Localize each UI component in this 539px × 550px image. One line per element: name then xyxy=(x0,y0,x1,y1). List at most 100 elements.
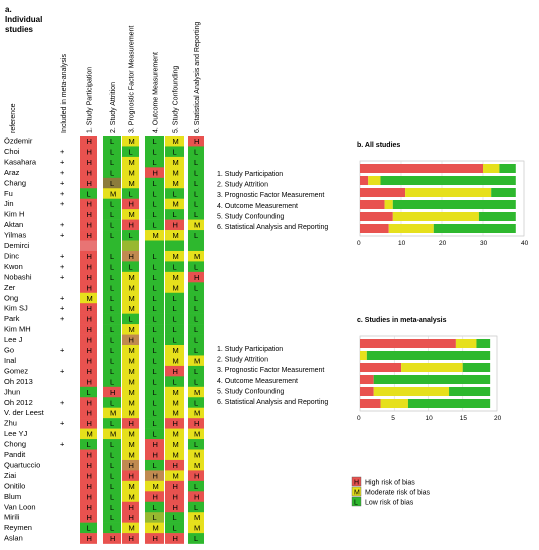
risk-letter: M xyxy=(173,430,179,439)
risk-letter: L xyxy=(194,231,198,240)
risk-cell xyxy=(188,459,204,471)
risk-letter: H xyxy=(87,513,92,522)
risk-letter: L xyxy=(129,189,133,198)
risk-letter: H xyxy=(153,451,158,460)
risk-cell xyxy=(165,334,184,346)
risk-cell xyxy=(188,355,204,367)
risk-cell xyxy=(145,376,164,388)
risk-cell xyxy=(103,146,121,158)
risk-letter: L xyxy=(173,325,177,334)
bar-segment xyxy=(483,164,500,173)
risk-letter: L xyxy=(129,315,133,324)
bar-segment xyxy=(462,363,491,372)
x-tick-label: 20 xyxy=(494,415,502,422)
risk-letter: H xyxy=(87,147,92,156)
risk-cell xyxy=(122,501,139,513)
meta-analysis-marker: + xyxy=(60,262,65,271)
risk-cell xyxy=(122,345,139,356)
risk-letter: M xyxy=(129,440,135,449)
risk-letter: L xyxy=(194,158,198,167)
risk-cell xyxy=(165,418,184,429)
bar-segment xyxy=(360,351,367,360)
risk-cell xyxy=(80,470,97,482)
risk-letter: L xyxy=(110,158,114,167)
risk-letter: H xyxy=(129,513,134,522)
risk-letter: L xyxy=(110,440,114,449)
category-label: 1. Study Participation xyxy=(217,346,283,353)
legend-code: H xyxy=(354,480,359,487)
risk-cell xyxy=(188,470,204,482)
legend: H High risk of bias M Moderate risk of bias… xyxy=(351,476,430,507)
risk-letter: H xyxy=(129,419,134,428)
x-tick-label: 15 xyxy=(460,415,468,422)
study-reference: Gomez xyxy=(4,366,28,375)
risk-cell xyxy=(122,177,139,189)
risk-cell xyxy=(122,292,139,304)
risk-letter: M xyxy=(129,273,135,282)
risk-cell xyxy=(165,303,184,314)
risk-letter: M xyxy=(194,451,200,460)
risk-letter: L xyxy=(173,377,177,386)
risk-letter: H xyxy=(87,471,92,480)
study-reference: V. der Leest xyxy=(4,408,45,417)
risk-letter: L xyxy=(110,367,114,376)
risk-cell xyxy=(80,522,97,534)
risk-letter: L xyxy=(194,283,198,292)
risk-cell xyxy=(80,512,97,523)
meta-analysis-marker: + xyxy=(60,346,65,355)
risk-cell xyxy=(188,418,204,429)
risk-cell xyxy=(122,324,139,335)
x-tick-label: 30 xyxy=(480,240,488,247)
risk-letter: H xyxy=(87,231,92,240)
risk-letter: H xyxy=(87,503,92,512)
study-reference: Nobashi xyxy=(4,272,32,281)
risk-cell xyxy=(103,376,121,388)
risk-cell xyxy=(103,230,121,241)
risk-letter: L xyxy=(153,189,157,198)
risk-letter: M xyxy=(129,356,135,365)
risk-cell xyxy=(103,219,121,231)
risk-cell xyxy=(145,428,164,440)
risk-cell xyxy=(145,491,164,503)
risk-cell xyxy=(122,250,139,262)
risk-cell xyxy=(165,313,184,325)
meta-analysis-marker: + xyxy=(60,398,65,407)
risk-letter: L xyxy=(173,513,177,522)
risk-cell xyxy=(145,209,164,220)
risk-letter: H xyxy=(110,534,115,543)
risk-letter: M xyxy=(194,430,200,439)
bar-segment xyxy=(384,200,393,209)
risk-letter: M xyxy=(173,388,179,397)
risk-cell xyxy=(165,261,184,273)
risk-letter: L xyxy=(173,336,177,345)
risk-letter: L xyxy=(153,137,157,146)
study-reference: Aktan xyxy=(4,220,23,229)
bar-segment xyxy=(433,224,516,233)
risk-cell xyxy=(165,376,184,388)
risk-cell xyxy=(145,271,164,283)
risk-cell xyxy=(165,397,184,408)
risk-letter: L xyxy=(110,482,114,491)
risk-letter: H xyxy=(87,210,92,219)
risk-letter: L xyxy=(153,388,157,397)
risk-cell xyxy=(103,533,121,544)
risk-letter: H xyxy=(87,409,92,418)
risk-letter: H xyxy=(87,137,92,146)
risk-letter: M xyxy=(129,210,135,219)
risk-cell xyxy=(145,512,164,523)
study-reference: Yilmas xyxy=(4,231,26,240)
risk-cell xyxy=(122,282,139,294)
risk-cell xyxy=(122,303,139,314)
risk-cell xyxy=(80,156,97,168)
risk-cell xyxy=(188,292,204,304)
risk-cell xyxy=(165,292,184,304)
risk-letter: L xyxy=(194,179,198,188)
risk-letter: M xyxy=(194,388,200,397)
risk-cell xyxy=(145,449,164,461)
risk-letter: L xyxy=(153,377,157,386)
risk-letter: H xyxy=(87,252,92,261)
risk-letter: M xyxy=(173,200,179,209)
x-tick-label: 40 xyxy=(521,240,529,247)
bar-segment xyxy=(449,387,491,396)
